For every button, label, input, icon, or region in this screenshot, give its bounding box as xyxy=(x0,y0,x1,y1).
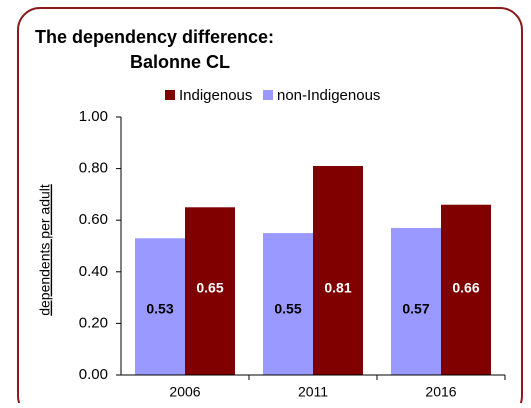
value-label: 0.66 xyxy=(452,280,479,296)
legend-label: Indigenous xyxy=(179,87,252,104)
bar xyxy=(391,227,441,375)
value-label: 0.81 xyxy=(324,280,351,296)
y-tick-label: 0.40 xyxy=(79,263,108,280)
value-label: 0.53 xyxy=(146,301,173,317)
chart-title: The dependency difference: xyxy=(35,27,274,47)
bar xyxy=(185,207,235,375)
bar xyxy=(135,238,185,375)
chart-subtitle: Balonne CL xyxy=(130,52,230,72)
legend-swatch xyxy=(165,90,175,100)
y-tick-label: 0.20 xyxy=(79,314,108,331)
x-tick-label: 2016 xyxy=(425,384,456,400)
y-tick-label: 0.80 xyxy=(79,160,108,177)
bar xyxy=(263,233,313,375)
value-label: 0.57 xyxy=(402,301,429,317)
bar xyxy=(441,204,491,375)
bar xyxy=(313,166,363,375)
value-label: 0.65 xyxy=(196,280,223,296)
x-tick-label: 2011 xyxy=(298,384,328,400)
legend-label: non-Indigenous xyxy=(277,87,380,104)
legend-swatch xyxy=(263,90,273,100)
x-tick-label: 2006 xyxy=(169,384,200,400)
y-tick-label: 0.60 xyxy=(79,211,108,228)
y-tick-label: 1.00 xyxy=(79,108,108,125)
y-tick-label: 0.00 xyxy=(79,366,108,383)
y-axis-label: dependents per adult xyxy=(37,184,53,316)
value-label: 0.55 xyxy=(274,301,301,317)
